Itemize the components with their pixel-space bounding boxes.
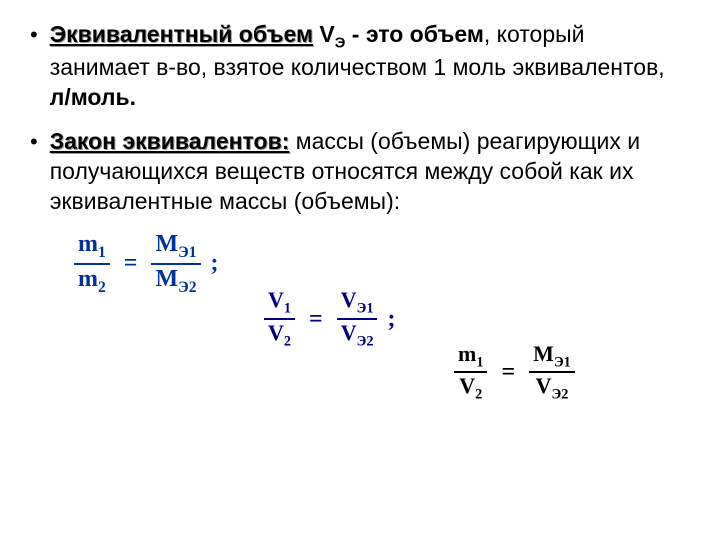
semi-1: ; — [211, 250, 219, 277]
f2-left-frac: V1 V2 — [264, 287, 295, 350]
formula-3: m1 V2 = МЭ1 VЭ2 — [450, 341, 690, 404]
f1-rds: Э2 — [178, 279, 196, 296]
f2-rns: Э1 — [357, 301, 374, 317]
f1-lns: 1 — [98, 244, 106, 261]
f2-rd: V — [341, 320, 357, 345]
term-1-sub: Э — [335, 35, 346, 52]
f3-rns: Э1 — [554, 354, 571, 370]
f1-rd: М — [155, 266, 178, 292]
f3-left-frac: m1 V2 — [454, 341, 487, 404]
term-1: Эквивалентный объем — [50, 21, 313, 47]
term-2: Закон эквивалентов: — [50, 128, 290, 154]
f3-right-frac: МЭ1 VЭ2 — [529, 341, 575, 404]
f3-lds: 2 — [475, 387, 482, 403]
f3-lns: 1 — [476, 354, 483, 370]
bullet-2-content: Закон эквивалентов: массы (объемы) реаги… — [50, 127, 690, 217]
f2-rds: Э2 — [357, 333, 374, 349]
bullet-2: • Закон эквивалентов: массы (объемы) реа… — [30, 127, 690, 217]
f1-rn: М — [155, 231, 178, 257]
semi-2: ; — [387, 306, 395, 333]
f3-rn: М — [533, 341, 554, 366]
f1-rns: Э1 — [178, 244, 196, 261]
eq-sign: = — [124, 250, 138, 277]
f3-rds: Э2 — [552, 387, 569, 403]
f2-ld: V — [268, 320, 284, 345]
bullet-1-bold2: л/моль. — [50, 84, 136, 110]
f3-ln: m — [458, 341, 476, 366]
f2-right-frac: VЭ1 VЭ2 — [337, 287, 378, 350]
f3-ld: V — [459, 373, 475, 398]
eq-sign: = — [501, 359, 515, 386]
f2-ln: V — [268, 287, 284, 312]
bullet-1-content: Эквивалентный объем VЭ - это объем, кото… — [50, 20, 690, 113]
term-1-suffix: V — [313, 21, 335, 47]
bullet-1-bold: - это объем — [345, 21, 483, 47]
bullet-dot: • — [30, 131, 38, 217]
f3-rd: V — [536, 373, 552, 398]
f1-right-frac: МЭ1 МЭ2 — [151, 230, 200, 297]
eq-sign: = — [309, 306, 323, 333]
f2-rn: V — [341, 287, 357, 312]
bullet-1: • Эквивалентный объем VЭ - это объем, ко… — [30, 20, 690, 113]
f1-lds: 2 — [98, 279, 106, 296]
bullet-dot: • — [30, 24, 38, 113]
f1-left-frac: m1 m2 — [74, 230, 110, 297]
f2-lns: 1 — [284, 301, 291, 317]
f1-ld: m — [78, 266, 98, 292]
f1-ln: m — [78, 231, 98, 257]
f2-lds: 2 — [284, 333, 291, 349]
